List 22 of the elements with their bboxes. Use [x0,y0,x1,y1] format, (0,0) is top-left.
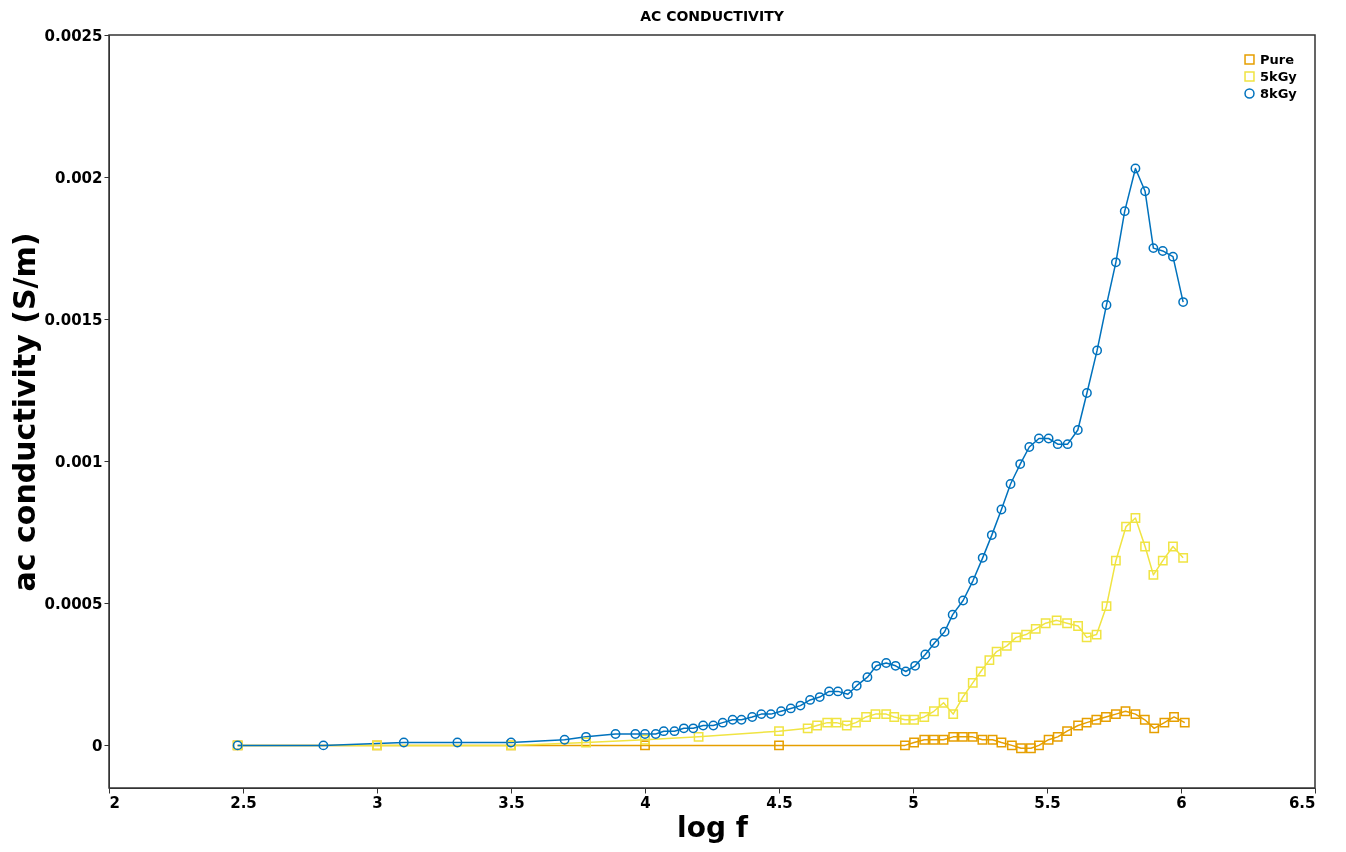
x-tick-label: 3.5 [498,793,525,812]
x-tick-label: 4 [640,793,651,812]
x-axis-title: log f [677,810,749,844]
y-tick-label: 0.0005 [44,594,103,613]
x-tick-label: 6 [1176,793,1187,812]
y-tick-label: 0.001 [55,452,103,471]
legend-label: 8kGy [1260,85,1298,101]
y-tick-label: 0.0025 [44,26,103,45]
legend-label: Pure [1260,51,1295,67]
y-axis-title: ac conductivity (S/m) [6,232,42,592]
legend-label: 5kGy [1260,68,1298,84]
x-tick-label: 5 [908,793,919,812]
y-tick-label: 0 [92,736,103,755]
x-tick-label: 4.5 [766,793,793,812]
y-tick-label: 0.0015 [44,310,103,329]
chart-title: AC CONDUCTIVITY [640,8,785,24]
x-tick-label: 5.5 [1034,793,1061,812]
x-tick-label: 3 [372,793,383,812]
x-tick-label: 2.5 [230,793,257,812]
x-tick-label: 2 [109,793,120,812]
y-tick-label: 0.002 [55,168,103,187]
x-tick-label: 6.5 [1288,793,1316,812]
